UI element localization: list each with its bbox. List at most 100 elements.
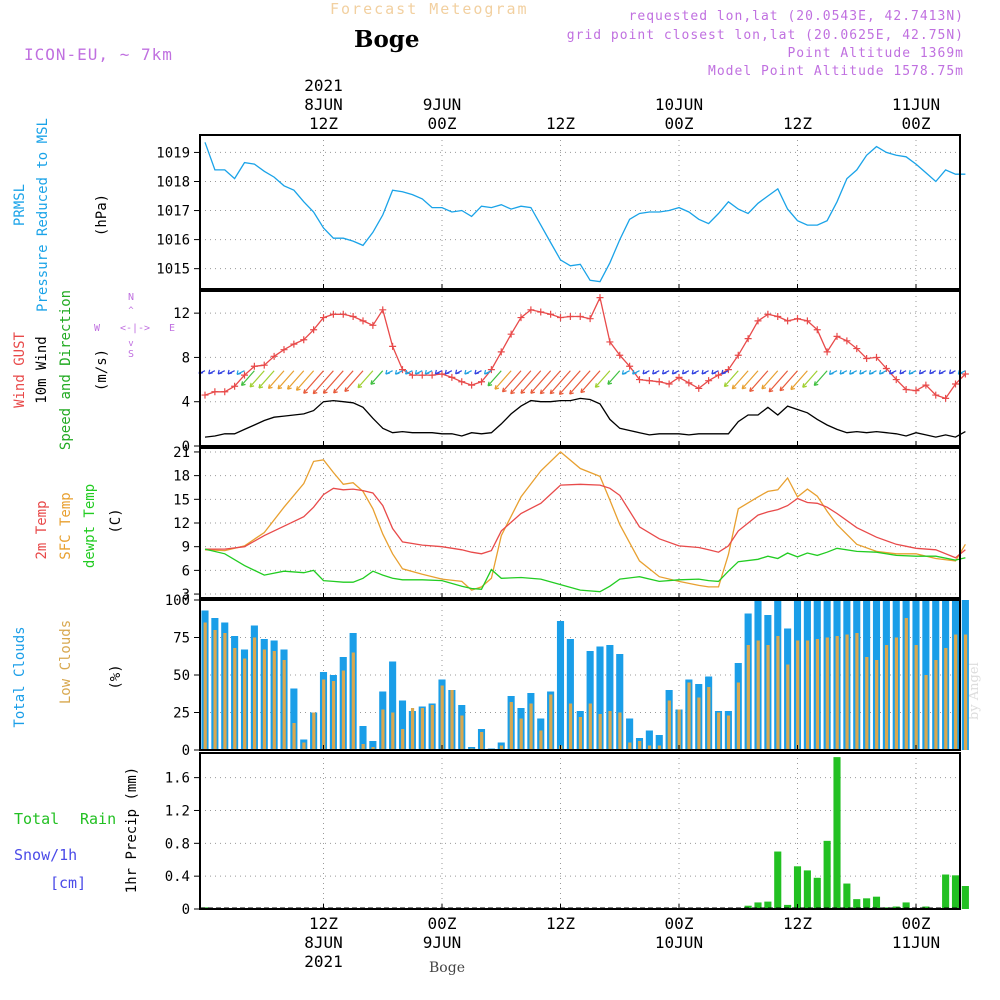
wind-arrowhead bbox=[802, 383, 807, 388]
gust-marker bbox=[399, 366, 406, 374]
temp-ytick-label: 21 bbox=[173, 445, 190, 461]
total-cloud-bar bbox=[655, 735, 663, 750]
top-time-label: 12Z bbox=[309, 114, 338, 133]
wind-arrowhead bbox=[208, 369, 213, 375]
low-cloud-bar bbox=[756, 640, 760, 750]
low-cloud-bar bbox=[233, 648, 237, 750]
snow-unit-label: [cm] bbox=[50, 874, 86, 892]
wind-arrowhead bbox=[594, 383, 600, 388]
gust-marker bbox=[557, 314, 564, 322]
gust-marker bbox=[833, 332, 841, 340]
temp2m-label: 2m Temp bbox=[34, 500, 50, 559]
gust-marker bbox=[428, 371, 436, 379]
low-cloud-bar bbox=[618, 712, 622, 750]
low-cloud-bar bbox=[410, 708, 415, 750]
wind-ytick-label: 12 bbox=[173, 306, 190, 322]
wind-arrowhead bbox=[580, 388, 586, 394]
rain-bar bbox=[823, 840, 831, 909]
low-cloud-bar bbox=[519, 718, 523, 750]
wind-arrowhead bbox=[859, 369, 864, 375]
wind-arrow bbox=[530, 370, 552, 394]
wind-arrowhead bbox=[929, 369, 934, 375]
wind-arrow bbox=[569, 370, 591, 395]
wind-arrowhead bbox=[632, 369, 637, 375]
wind-arrowhead bbox=[344, 387, 349, 392]
pressure-label-1: PRMSL bbox=[12, 184, 28, 226]
rain-bar bbox=[764, 901, 772, 909]
gust-marker bbox=[379, 306, 387, 314]
gust-marker bbox=[961, 370, 969, 378]
wind-arrow bbox=[303, 370, 324, 394]
low-cloud-bar bbox=[509, 702, 513, 750]
gust-marker bbox=[211, 388, 219, 396]
wind-arrow bbox=[607, 370, 621, 385]
low-cloud-bar bbox=[312, 712, 316, 750]
low-cloud-bar bbox=[855, 633, 859, 750]
clouds-ytick-label: 0 bbox=[182, 743, 190, 759]
bottom-time-label: 12Z bbox=[309, 914, 338, 933]
wind-arrowhead bbox=[749, 387, 754, 392]
wind-arrowhead bbox=[530, 389, 535, 394]
gust-marker bbox=[468, 381, 476, 389]
bottom-time-label: 9JUN bbox=[423, 933, 462, 952]
wind-arrowhead bbox=[691, 369, 697, 375]
temp-ytick-label: 15 bbox=[173, 492, 190, 508]
wind10m-line bbox=[204, 397, 966, 438]
wind-arrowhead bbox=[303, 389, 308, 394]
low-cloud-bar bbox=[529, 703, 533, 750]
gust-marker bbox=[843, 337, 851, 345]
gust-marker bbox=[241, 371, 248, 379]
gust-marker bbox=[734, 351, 742, 359]
low-cloud-bar bbox=[815, 639, 820, 750]
wind-arrow bbox=[249, 370, 265, 388]
wind-ytick-label: 0 bbox=[182, 439, 190, 455]
gust-marker bbox=[389, 342, 397, 350]
low-cloud-bar bbox=[766, 645, 770, 750]
wind-ytick-label: 4 bbox=[182, 395, 190, 411]
low-cloud-bar bbox=[440, 685, 444, 750]
wind-arrowhead bbox=[761, 384, 767, 390]
wind-arrow bbox=[539, 370, 561, 395]
wind-arrow bbox=[768, 370, 789, 393]
gust-marker bbox=[290, 340, 298, 348]
low-cloud-bar bbox=[361, 744, 365, 750]
compass-up: ^ bbox=[128, 306, 134, 316]
low-cloud-bar bbox=[647, 745, 652, 750]
precip-frame bbox=[199, 752, 961, 910]
pressure-line bbox=[204, 142, 966, 283]
compass-e: E bbox=[169, 323, 175, 334]
clouds-ytick-label: 25 bbox=[173, 706, 190, 722]
top-time-label: 9JUN bbox=[423, 95, 462, 114]
wind-arrow bbox=[494, 370, 512, 390]
wind-arrowhead bbox=[839, 369, 845, 375]
low-cloud-bar bbox=[588, 703, 592, 750]
dewpt-label: dewpt Temp bbox=[82, 484, 98, 568]
low-cloud-bar bbox=[875, 660, 879, 750]
wind-arrowhead bbox=[501, 387, 507, 393]
low-cloud-bar bbox=[568, 703, 573, 750]
low-cloud-bar bbox=[944, 648, 948, 750]
gust-marker bbox=[665, 380, 673, 388]
wind-arrow bbox=[312, 370, 334, 395]
bottom-time-label: 00Z bbox=[902, 914, 931, 933]
wind-arrowhead bbox=[878, 369, 884, 375]
wind-arrow bbox=[594, 370, 611, 388]
wind-arrow bbox=[357, 370, 374, 389]
low-cloud-bar bbox=[845, 634, 849, 750]
low-cloud-bar bbox=[835, 636, 839, 750]
wind-arrowhead bbox=[899, 369, 905, 375]
low-cloud-bar bbox=[598, 714, 602, 750]
model-altitude: Model Point Altitude 1578.75m bbox=[708, 64, 964, 79]
gust-marker bbox=[497, 348, 505, 356]
gust-marker bbox=[586, 315, 594, 323]
wind-arrow bbox=[723, 370, 739, 387]
top-time-label: 8JUN bbox=[304, 95, 343, 114]
wind-arrow bbox=[370, 370, 384, 385]
gust-marker bbox=[685, 379, 693, 387]
low-cloud-bar bbox=[292, 723, 296, 750]
wind-arrowhead bbox=[434, 369, 440, 375]
low-cloud-bar bbox=[450, 690, 454, 750]
wind-arrow bbox=[296, 370, 315, 391]
gust-marker bbox=[576, 312, 584, 320]
gust-marker bbox=[705, 377, 713, 385]
